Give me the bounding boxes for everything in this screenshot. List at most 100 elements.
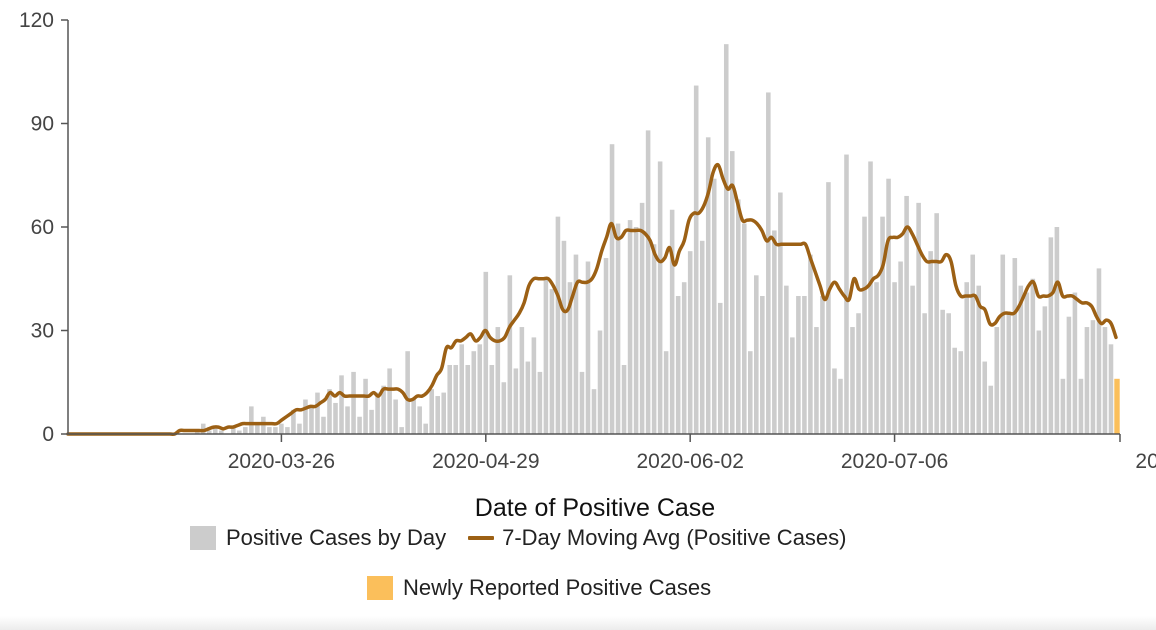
case-bar xyxy=(243,427,248,434)
case-bar xyxy=(255,423,260,434)
case-bar xyxy=(543,278,549,434)
case-bar xyxy=(627,220,633,434)
case-bar xyxy=(880,216,885,434)
case-bar xyxy=(525,361,531,434)
legend-item-average: 7-Day Moving Avg (Positive Cases) xyxy=(468,525,847,551)
case-bar xyxy=(657,161,663,434)
case-bar xyxy=(964,282,969,434)
case-bar xyxy=(603,258,609,434)
case-bar xyxy=(699,240,705,434)
case-bar xyxy=(597,330,603,434)
case-bar xyxy=(669,209,675,434)
case-bar xyxy=(369,409,374,434)
case-bar xyxy=(868,161,873,434)
case-bar xyxy=(579,371,585,434)
case-bar xyxy=(303,399,308,434)
case-bar xyxy=(483,271,489,434)
case-bar xyxy=(393,399,398,434)
case-bar xyxy=(729,151,735,434)
case-bar xyxy=(465,365,471,434)
legend-item-new: Newly Reported Positive Cases xyxy=(367,575,711,601)
case-bar xyxy=(200,423,206,434)
case-bar xyxy=(549,289,555,434)
case-bar xyxy=(537,371,543,434)
case-bar xyxy=(958,351,963,434)
case-bar xyxy=(267,427,272,434)
case-bar xyxy=(663,351,669,434)
case-bar xyxy=(339,375,344,434)
case-bar xyxy=(928,251,933,434)
x-tick-label: 2020-07-06 xyxy=(841,450,948,473)
case-bar xyxy=(567,282,573,434)
case-bar xyxy=(693,85,699,435)
case-bar xyxy=(748,351,753,434)
new-cases-bars-group xyxy=(1114,378,1120,434)
legend-label-new: Newly Reported Positive Cases xyxy=(403,575,712,600)
case-bar xyxy=(327,389,332,434)
case-bar xyxy=(213,427,218,434)
case-bar xyxy=(742,223,747,434)
case-bar xyxy=(982,361,988,434)
case-bar xyxy=(1024,292,1030,434)
case-bar xyxy=(1090,320,1096,434)
case-bar xyxy=(501,382,507,434)
bars-group xyxy=(194,44,1120,435)
case-bar xyxy=(904,195,909,434)
x-axis-title: Date of Positive Case xyxy=(475,494,715,522)
case-bar xyxy=(808,254,813,434)
case-bar xyxy=(838,378,843,434)
case-bar xyxy=(429,389,434,434)
case-bar xyxy=(219,430,224,434)
case-bar xyxy=(387,368,392,434)
case-bar xyxy=(285,427,290,434)
case-bar xyxy=(573,254,579,434)
case-bar xyxy=(1012,258,1018,434)
case-bar xyxy=(279,423,284,434)
case-bar xyxy=(471,351,477,434)
case-bar xyxy=(609,144,615,434)
case-bar xyxy=(802,296,807,434)
case-bar xyxy=(934,213,939,434)
case-bar xyxy=(760,296,765,434)
case-bar xyxy=(892,282,897,434)
case-bar xyxy=(723,44,729,435)
case-bar xyxy=(1036,330,1042,434)
y-tick-label: 120 xyxy=(19,9,54,32)
case-bar xyxy=(435,396,440,434)
y-tick-label: 60 xyxy=(31,216,54,239)
legend-swatch-cases xyxy=(190,526,216,550)
x-tick-label: 2020-03-26 xyxy=(228,450,335,473)
case-bar xyxy=(705,137,711,435)
case-bar xyxy=(591,389,597,434)
case-bar xyxy=(423,423,428,434)
case-bar xyxy=(772,230,777,434)
legend-swatch-new xyxy=(367,576,393,600)
case-bar xyxy=(922,313,927,434)
case-bar xyxy=(441,392,446,434)
case-bar xyxy=(489,365,495,434)
case-bar xyxy=(333,402,338,434)
case-bar xyxy=(1108,344,1114,434)
case-bar xyxy=(916,202,921,434)
case-bar xyxy=(711,178,717,434)
case-bar xyxy=(717,302,723,434)
x-tick-label: 2020-06-02 xyxy=(636,450,743,473)
case-bar xyxy=(315,392,320,434)
bottom-shade xyxy=(0,616,1156,630)
case-bar xyxy=(249,406,254,434)
case-bar xyxy=(585,261,591,434)
y-tick-label: 30 xyxy=(31,320,54,343)
case-bar xyxy=(381,385,386,434)
case-bar xyxy=(1048,237,1054,434)
case-bar xyxy=(850,327,855,434)
case-bar xyxy=(531,337,537,434)
case-bar xyxy=(321,416,326,434)
case-bar xyxy=(1000,254,1006,434)
case-bar xyxy=(639,202,645,434)
case-bar xyxy=(399,427,404,434)
case-bar xyxy=(561,240,567,434)
case-bar xyxy=(1066,316,1072,434)
case-bar xyxy=(555,216,561,434)
case-bar xyxy=(645,130,651,434)
